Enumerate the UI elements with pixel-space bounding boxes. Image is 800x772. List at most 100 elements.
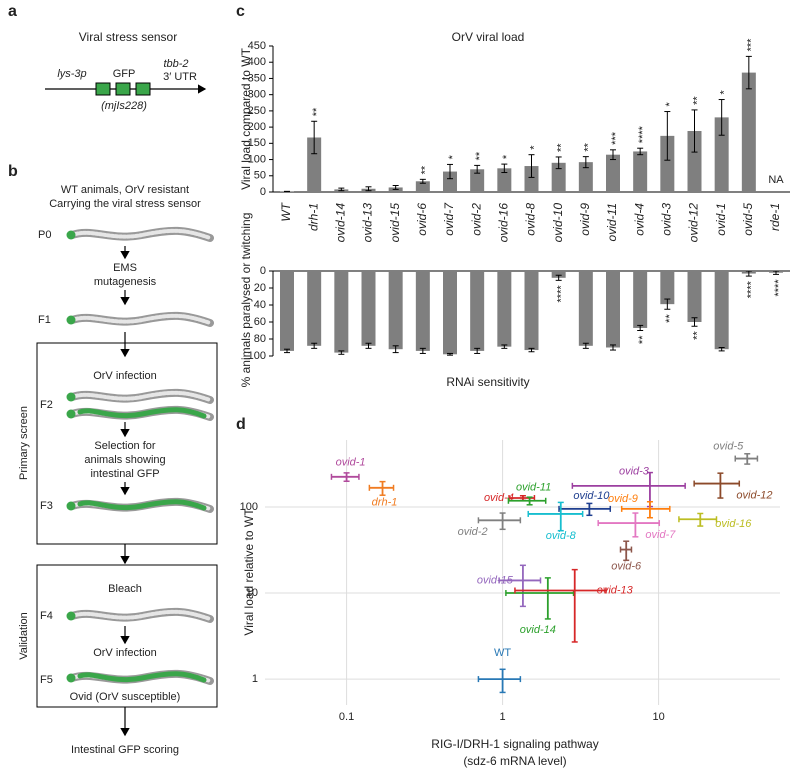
y-tick-label: 60 <box>254 316 266 328</box>
x-tick-label: ovid-14 <box>334 203 348 243</box>
point-label: ovid-15 <box>477 574 514 586</box>
bar <box>714 271 729 350</box>
point-label: ovid-12 <box>736 489 772 501</box>
y-axis-label: Viral load compared to WT <box>239 47 253 190</box>
utr: 3′ UTR <box>163 71 197 83</box>
reporter: GFP <box>113 68 136 80</box>
bar <box>307 137 322 192</box>
intro: Carrying the viral stress sensor <box>49 198 201 210</box>
bar <box>606 154 620 192</box>
bar <box>443 271 457 355</box>
generation: F3 <box>40 500 53 512</box>
bar <box>524 271 539 351</box>
bar <box>524 166 539 192</box>
bar <box>687 271 702 322</box>
bar <box>660 135 675 192</box>
x-tick-label: ovid-11 <box>605 203 619 241</box>
worm <box>67 316 211 325</box>
bar <box>334 271 349 353</box>
annotation: *** <box>610 131 622 145</box>
generation: F2 <box>40 399 53 411</box>
step: OrV infection <box>93 647 157 659</box>
bar <box>415 271 430 351</box>
point-label: ovid-11 <box>516 482 551 494</box>
point-label: ovid-6 <box>611 560 642 572</box>
annotation: * <box>501 154 513 159</box>
bar <box>741 72 756 192</box>
worm-infected <box>67 674 211 683</box>
x-axis-label: RNAi sensitivity <box>446 375 529 389</box>
allele: (mjIs228) <box>101 100 147 112</box>
bar <box>714 117 729 192</box>
x-tick-label: ovid-9 <box>578 203 592 236</box>
point-label: ovid-8 <box>546 530 577 542</box>
utr: tbb-2 <box>163 58 188 70</box>
point-label: ovid-10 <box>573 490 610 502</box>
panel-label: d <box>236 416 246 433</box>
bar <box>497 168 512 192</box>
point-label: ovid-7 <box>645 529 676 541</box>
x-tick-label: ovid-2 <box>469 203 483 236</box>
annotation: * <box>664 102 676 107</box>
screen-box <box>36 342 218 545</box>
x-axis-label: RIG-I/DRH-1 signaling pathway <box>431 737 598 751</box>
annotation: ** <box>311 107 323 116</box>
bar <box>470 169 485 192</box>
step: Selection for <box>94 440 155 452</box>
x-tick-label: 10 <box>652 711 664 723</box>
y-tick-label: 80 <box>254 333 266 345</box>
point-label: ovid-2 <box>458 526 488 538</box>
point-label: ovid-4 <box>484 492 514 504</box>
annotation: * <box>447 154 459 159</box>
box-label: Validation <box>18 612 30 660</box>
annotation: * <box>528 145 540 150</box>
bar <box>633 271 648 328</box>
annotation: NA <box>768 174 784 186</box>
x-tick-label: ovid-12 <box>687 203 701 243</box>
y-tick-label: 100 <box>248 153 266 165</box>
step: Intestinal GFP scoring <box>71 744 179 756</box>
x-tick-label: 0.1 <box>339 711 354 723</box>
generation: P0 <box>38 229 51 241</box>
annotation: **** <box>556 285 568 303</box>
bar <box>388 271 403 350</box>
x-tick-label: ovid-4 <box>632 203 646 236</box>
x-axis-label: (sdz-6 mRNA level) <box>463 754 566 768</box>
point-label: ovid-3 <box>619 466 650 478</box>
y-tick-label: 0 <box>260 186 266 198</box>
annotation: * <box>719 90 731 95</box>
y-tick-label: 400 <box>248 56 266 68</box>
y-tick-label: 350 <box>248 72 266 84</box>
point-label: ovid-1 <box>336 457 366 469</box>
bar <box>660 271 675 305</box>
x-tick-label: ovid-1 <box>714 203 728 236</box>
bar <box>497 271 512 347</box>
y-axis-label: Viral load relative to WT <box>242 508 256 636</box>
y-tick-label: 20 <box>254 282 266 294</box>
worm-infected <box>67 410 211 419</box>
annotation: ** <box>691 96 703 105</box>
annotation: ** <box>556 143 568 152</box>
step: mutagenesis <box>94 276 157 288</box>
gfp-box <box>135 82 151 96</box>
bar <box>361 271 376 346</box>
annotation: ** <box>583 142 595 151</box>
y-tick-label: 10 <box>246 587 258 599</box>
point-label: WT <box>494 647 511 659</box>
annotation: *** <box>746 38 758 52</box>
outcome: Ovid (OrV susceptible) <box>70 691 181 703</box>
annotation: ** <box>664 314 676 323</box>
annotation: ** <box>420 165 432 174</box>
y-tick-label: 300 <box>248 89 266 101</box>
panel-title: Viral stress sensor <box>79 30 177 44</box>
point-label: ovid-13 <box>597 584 634 596</box>
bar <box>280 271 294 351</box>
point-label: ovid-14 <box>520 624 556 636</box>
annotation: ** <box>691 331 703 340</box>
y-tick-label: 250 <box>248 105 266 117</box>
point-label: ovid-16 <box>715 518 752 530</box>
panel-label: a <box>8 3 17 20</box>
bar <box>578 271 593 346</box>
annotation: ** <box>474 151 486 160</box>
